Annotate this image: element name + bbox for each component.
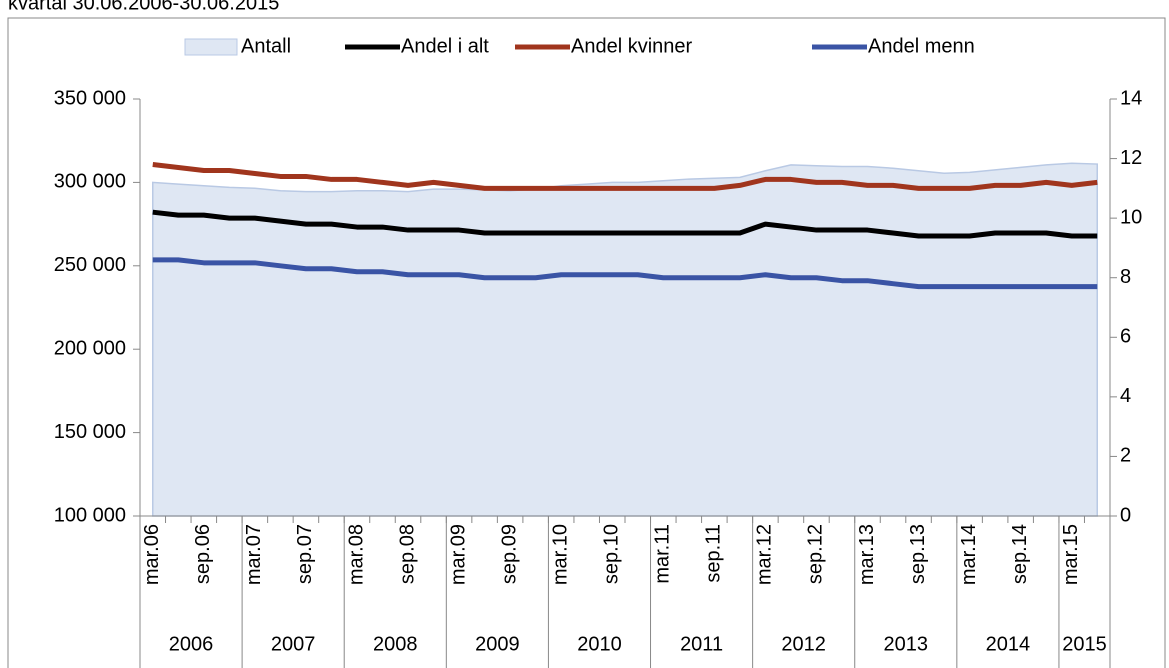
year-label: 2009 (475, 633, 520, 655)
x-tick-label: sep.14 (1009, 524, 1031, 584)
year-label: 2010 (577, 633, 622, 655)
y-tick-label: 150 000 (54, 421, 126, 443)
x-tick-label: mar.09 (447, 524, 469, 585)
x-tick-label: mar.08 (345, 524, 367, 585)
x-tick-label: sep.07 (294, 524, 316, 584)
y2-tick-label: 8 (1120, 266, 1131, 288)
x-tick-label: mar.07 (243, 524, 265, 585)
year-label: 2012 (781, 633, 826, 655)
y-tick-label: 100 000 (54, 504, 126, 526)
x-tick-label: mar.12 (754, 524, 776, 585)
y2-tick-label: 10 (1120, 206, 1142, 228)
y2-tick-label: 2 (1120, 445, 1131, 467)
year-label: 2008 (373, 633, 418, 655)
x-tick-label: sep.11 (703, 524, 725, 583)
year-label: 2006 (169, 633, 214, 655)
y-tick-label: 250 000 (54, 254, 126, 276)
line (152, 162, 1098, 191)
x-tick-label: sep.06 (192, 524, 214, 584)
legend-label: Andel kvinner (571, 35, 693, 57)
x-tick-label: sep.08 (396, 524, 418, 584)
x-tick-label: mar.15 (1060, 524, 1082, 585)
legend-label: Andel i alt (401, 35, 489, 57)
year-label: 2007 (271, 633, 316, 655)
x-tick-label: mar.06 (141, 524, 163, 585)
year-label: 2014 (986, 633, 1031, 655)
legend-label: Antall (241, 35, 291, 57)
y2-tick-label: 0 (1120, 504, 1131, 526)
x-tick-label: mar.14 (958, 524, 980, 585)
y-tick-label: 300 000 (54, 171, 126, 193)
legend-label: Andel menn (868, 35, 975, 57)
year-label: 2011 (680, 633, 723, 655)
y2-tick-label: 6 (1120, 326, 1131, 348)
y-tick-label: 200 000 (54, 337, 126, 359)
x-tick-label: sep.13 (907, 524, 929, 584)
chart-subtitle: kvartal 30.06.2006-30.06.2015 (8, 0, 279, 14)
line (152, 209, 1098, 239)
year-label: 2015 (1062, 633, 1107, 655)
line (152, 257, 1098, 290)
y2-tick-label: 4 (1120, 385, 1131, 407)
x-tick-label: mar.11 (652, 524, 674, 584)
y2-tick-label: 14 (1120, 87, 1142, 109)
legend-swatch (184, 38, 238, 56)
y2-tick-label: 12 (1120, 147, 1142, 169)
y-tick-label: 350 000 (54, 87, 126, 109)
x-tick-label: mar.10 (549, 524, 571, 585)
area (152, 162, 1098, 517)
x-tick-label: sep.09 (498, 524, 520, 584)
x-tick-label: sep.12 (805, 524, 827, 584)
x-tick-label: mar.13 (856, 524, 878, 585)
year-label: 2013 (884, 633, 929, 655)
x-tick-label: sep.10 (601, 524, 623, 584)
